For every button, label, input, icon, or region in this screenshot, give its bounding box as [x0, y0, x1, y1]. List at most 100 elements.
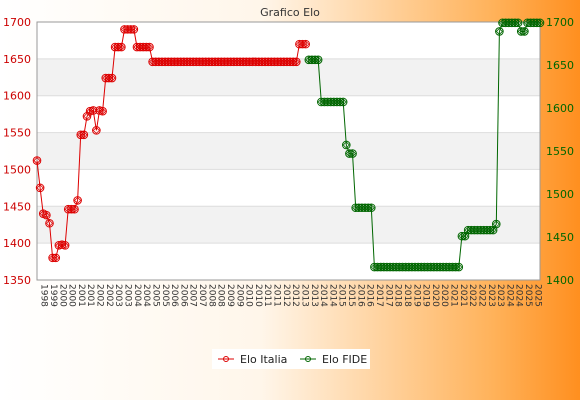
data-point-diamond [49, 254, 57, 262]
x-tick-label: 2012 [281, 284, 291, 307]
data-point [335, 97, 345, 107]
x-tick-label: 2020 [430, 284, 440, 307]
x-tick-label: 2001 [85, 284, 95, 307]
data-point [345, 149, 354, 158]
x-tick-label: 2009 [225, 284, 235, 307]
data-point-diamond [33, 157, 41, 165]
data-point [92, 126, 101, 135]
x-tick-label: 2019 [411, 284, 421, 307]
x-tick-label: 2000 [67, 284, 77, 307]
x-tick-label: 2001 [76, 284, 86, 307]
x-tick-label: 2023 [495, 284, 505, 307]
data-point [67, 204, 76, 214]
data-point-diamond [311, 56, 319, 64]
data-point-diamond [345, 150, 353, 158]
chart-title: Grafico Elo [260, 6, 320, 19]
data-point [313, 55, 323, 65]
plot-frame [36, 21, 541, 281]
x-tick-label: 2002 [95, 284, 105, 307]
grid-band [37, 243, 540, 280]
x-tick-label: 2006 [169, 284, 179, 307]
data-point-diamond [67, 205, 75, 213]
data-point [32, 156, 42, 165]
data-point [485, 225, 495, 235]
data-point-diamond [86, 107, 94, 115]
data-point-diamond [42, 211, 50, 219]
x-tick-label: 2000 [57, 284, 67, 307]
data-point [107, 73, 117, 83]
x-tick-label: 2024 [514, 284, 524, 307]
y-right-tick-label: 1700 [546, 16, 574, 29]
data-point-diamond [348, 150, 357, 158]
data-point-diamond [367, 204, 375, 212]
x-tick-label: 2008 [206, 284, 216, 307]
data-point [366, 203, 376, 213]
grid-band [37, 95, 540, 133]
data-point [79, 130, 89, 140]
data-point-diamond [105, 74, 113, 82]
x-tick-label: 2020 [439, 284, 449, 307]
data-point-diamond [58, 241, 66, 249]
x-tick-label: 2008 [216, 284, 226, 307]
data-point [454, 262, 464, 272]
data-point [45, 218, 54, 228]
y-left-tick-label: 1450 [3, 200, 31, 213]
data-point-diamond [536, 19, 544, 27]
data-point-diamond [511, 19, 519, 27]
x-tick-label: 2023 [486, 284, 496, 307]
x-tick-label: 2003 [122, 284, 132, 307]
data-point-diamond [92, 126, 100, 134]
data-point-diamond [492, 220, 500, 228]
data-point-diamond [70, 205, 79, 213]
data-point-diamond [36, 184, 44, 192]
x-tick-label: 2003 [113, 284, 123, 307]
data-point-diamond [455, 263, 463, 271]
data-point-diamond [108, 74, 116, 82]
x-tick-label: 2021 [449, 284, 459, 307]
data-point [113, 42, 123, 52]
y-left-tick-label: 1700 [3, 16, 31, 29]
data-point [298, 39, 307, 49]
data-point [104, 73, 114, 83]
x-tick-label: 2006 [178, 284, 188, 307]
grid-band [37, 206, 540, 244]
y-left-tick-label: 1350 [3, 274, 31, 287]
data-point-diamond [114, 43, 122, 51]
data-point-diamond [289, 58, 297, 66]
data-point-diamond [486, 226, 494, 234]
legend-label: Elo Italia [240, 353, 287, 366]
y-left-tick-label: 1550 [3, 127, 31, 140]
x-tick-label: 1999 [48, 284, 58, 307]
data-point-diamond [495, 27, 503, 36]
data-point [95, 106, 104, 115]
data-point-diamond [461, 232, 469, 240]
x-tick-label: 2010 [244, 284, 254, 307]
data-point [513, 18, 523, 28]
y-left-tick-label: 1400 [3, 237, 31, 250]
data-point [42, 210, 51, 220]
data-point [457, 231, 467, 241]
x-tick-label: 2014 [327, 284, 337, 307]
data-point-diamond [130, 25, 138, 33]
data-point-diamond [458, 232, 466, 240]
data-point-diamond [533, 19, 541, 27]
x-tick-label: 2005 [160, 284, 170, 307]
data-point-diamond [517, 27, 525, 36]
x-tick-label: 2022 [467, 284, 477, 307]
x-tick-label: 2014 [318, 284, 328, 307]
data-point [57, 240, 67, 249]
data-point-diamond [514, 19, 522, 27]
data-point [510, 18, 520, 28]
x-tick-label: 2002 [104, 284, 114, 307]
data-point-diamond [95, 106, 104, 115]
x-tick-label: 2004 [132, 284, 142, 307]
data-point [117, 42, 126, 52]
data-point [292, 57, 301, 67]
data-point-diamond [342, 141, 350, 149]
data-point [532, 18, 542, 28]
data-point-diamond [489, 226, 497, 234]
x-tick-label: 2007 [197, 284, 207, 307]
data-point [288, 57, 298, 67]
y-left-tick-label: 1650 [3, 53, 31, 66]
